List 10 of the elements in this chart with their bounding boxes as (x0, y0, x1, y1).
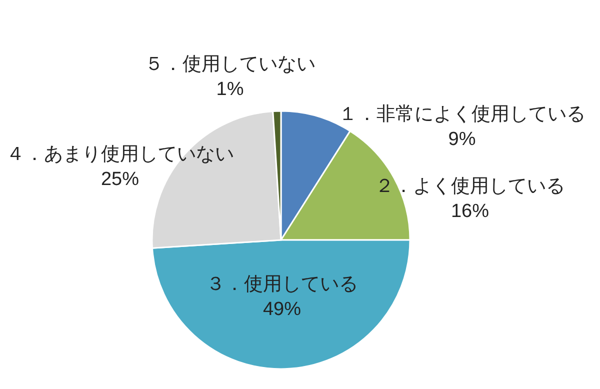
slice-label: １．非常によく使用している (338, 104, 586, 125)
slice-label: ２．よく使用している (375, 176, 565, 197)
data-label: 49% (262, 299, 302, 320)
slice-label: ４．あまり使用していない (6, 144, 234, 165)
slice-label: ３．使用している (206, 274, 358, 295)
data-label: 16% (450, 201, 490, 222)
slice-label: ５．使用していない (144, 54, 316, 75)
data-label: 1% (216, 79, 244, 100)
data-label: 25% (100, 169, 140, 190)
data-label: 9% (448, 129, 476, 150)
